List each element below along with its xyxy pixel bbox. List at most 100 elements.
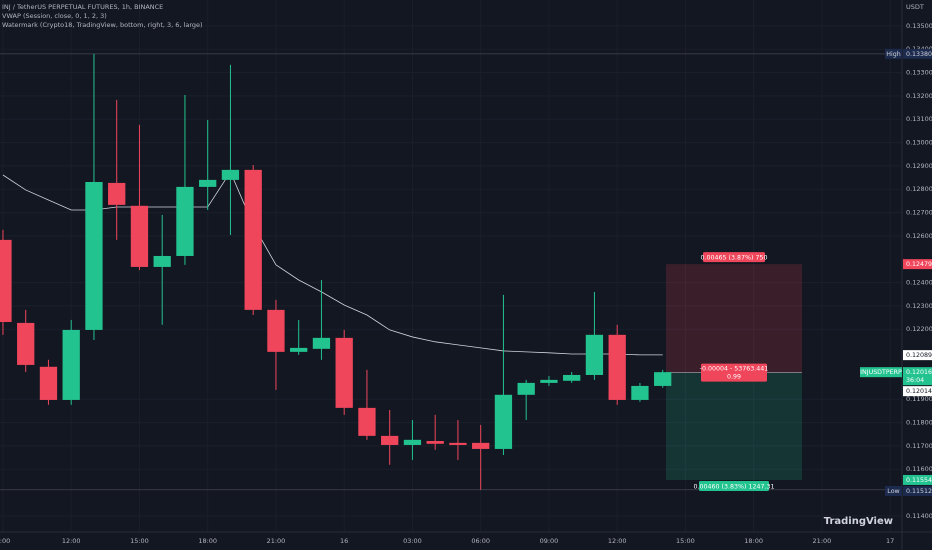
x-tick-label: 09:00	[540, 537, 559, 545]
candle-body	[85, 182, 103, 330]
y-tick-label: 0.12300	[906, 302, 932, 310]
x-tick-label: 17	[886, 537, 894, 545]
x-tick-label: 12:00	[608, 537, 627, 545]
price-label-box	[903, 350, 932, 361]
y-tick-label: 0.12600	[906, 232, 932, 240]
price-label: 0.11512	[906, 488, 932, 495]
candle-body	[449, 442, 467, 445]
x-tick-label: 18:00	[198, 537, 217, 545]
stop-zone	[666, 264, 802, 373]
y-tick-label: 0.12800	[906, 185, 932, 193]
x-tick-label: 9:00	[0, 537, 10, 545]
target-label-box	[699, 480, 769, 491]
x-tick-label: 15:00	[676, 537, 695, 545]
price-label-box	[903, 386, 932, 397]
candle-body	[585, 334, 604, 375]
price-label: 0.13380	[906, 51, 932, 58]
y-tick-label: 0.12900	[906, 162, 932, 170]
price-label-box	[903, 474, 932, 485]
candle-body	[631, 385, 649, 400]
candle-body	[290, 347, 308, 352]
candle-body	[563, 374, 581, 381]
candle-body	[335, 337, 353, 408]
y-tick-label: 0.13000	[906, 139, 932, 147]
x-tick-label: 16	[340, 537, 348, 545]
x-tick-label: 12:00	[62, 537, 81, 545]
candle-body	[244, 169, 262, 310]
ratio-label: 0.99	[727, 374, 741, 381]
price-label-box	[903, 259, 932, 270]
candle-body	[494, 394, 513, 449]
candle-body	[199, 179, 217, 187]
candle-body	[403, 439, 422, 445]
watermark: TradingView	[824, 516, 893, 527]
candle-body	[426, 441, 444, 444]
y-tick-label: 0.13200	[906, 92, 932, 100]
mid-label: -0.00004 - 53763.441	[700, 366, 769, 373]
x-tick-label: 18:00	[744, 537, 763, 545]
symbol-box	[860, 367, 902, 378]
y-tick-label: 0.11600	[906, 465, 932, 473]
price-label: 0.12089	[906, 352, 932, 359]
plot: 0.00465 (3.87%) 750-0.00004 - 53763.4410…	[0, 53, 902, 491]
candle-body	[39, 366, 58, 400]
x-tick-label: 06:00	[471, 537, 490, 545]
target-label: 0.00460 (3.83%) 1247.31	[694, 483, 775, 490]
price-label: 0.12014	[906, 388, 932, 395]
candle-body	[312, 337, 331, 349]
x-tick-label: 21:00	[813, 537, 832, 545]
indicator-label: Watermark (Crypto18, TradingView, bottom…	[2, 21, 203, 29]
candle-body	[608, 334, 626, 400]
indicator-label: VWAP (Session, close, 0, 1, 2, 3)	[2, 12, 107, 20]
y-tick-label: 0.11400	[906, 512, 932, 520]
candle-body	[108, 182, 126, 205]
price-tag: High	[886, 51, 900, 58]
y-tick-label: 0.13500	[906, 22, 932, 30]
candle-body	[540, 379, 558, 383]
candle-body	[358, 407, 376, 436]
chart-title: INJ / TetherUS PERPETUAL FUTURES, 1h, BI…	[2, 3, 163, 11]
stop-label-box	[703, 252, 765, 263]
y-tick-label: 0.11900	[906, 395, 932, 403]
mid-label-box	[701, 363, 767, 382]
candle-body	[381, 435, 399, 445]
candle-body	[153, 255, 171, 267]
current-price-box	[903, 367, 932, 386]
candle-body	[267, 309, 285, 352]
countdown-label: 36:04	[906, 377, 924, 384]
price-label-box	[903, 485, 932, 496]
y-tick-label: 0.12700	[906, 209, 932, 217]
currency-label: USDT	[906, 3, 924, 11]
candle-body	[62, 329, 80, 400]
candle-body	[17, 322, 35, 365]
symbol-label: INJUSDTPERP	[860, 369, 902, 376]
price-label: 0.12479	[906, 261, 932, 268]
y-tick-label: 0.12400	[906, 279, 932, 287]
candle-body	[130, 205, 149, 267]
vwap-line	[2, 171, 663, 356]
x-tick-label: 15:00	[130, 537, 149, 545]
candle-body	[517, 382, 535, 395]
candle-body	[221, 169, 240, 180]
y-tick-label: 0.13100	[906, 115, 932, 123]
grid	[0, 0, 902, 532]
x-tick-label: 03:00	[403, 537, 422, 545]
y-tick-label: 0.11700	[906, 442, 932, 450]
price-tag-box	[885, 48, 902, 59]
candle-body	[0, 239, 12, 322]
stop-label: 0.00465 (3.87%) 750	[701, 255, 768, 262]
price-label-box	[903, 48, 932, 59]
y-tick-label: 0.13300	[906, 69, 932, 77]
y-tick-label: 0.12200	[906, 325, 932, 333]
candle-body	[472, 442, 490, 449]
y-tick-label: 0.11800	[906, 419, 932, 427]
price-tag-box	[885, 485, 902, 496]
x-tick-label: 21:00	[267, 537, 286, 545]
price-tag: Low	[887, 488, 899, 495]
candle-body	[654, 372, 672, 386]
current-price-label: 0.12016	[906, 369, 932, 376]
price-label: 0.11554	[906, 477, 932, 484]
